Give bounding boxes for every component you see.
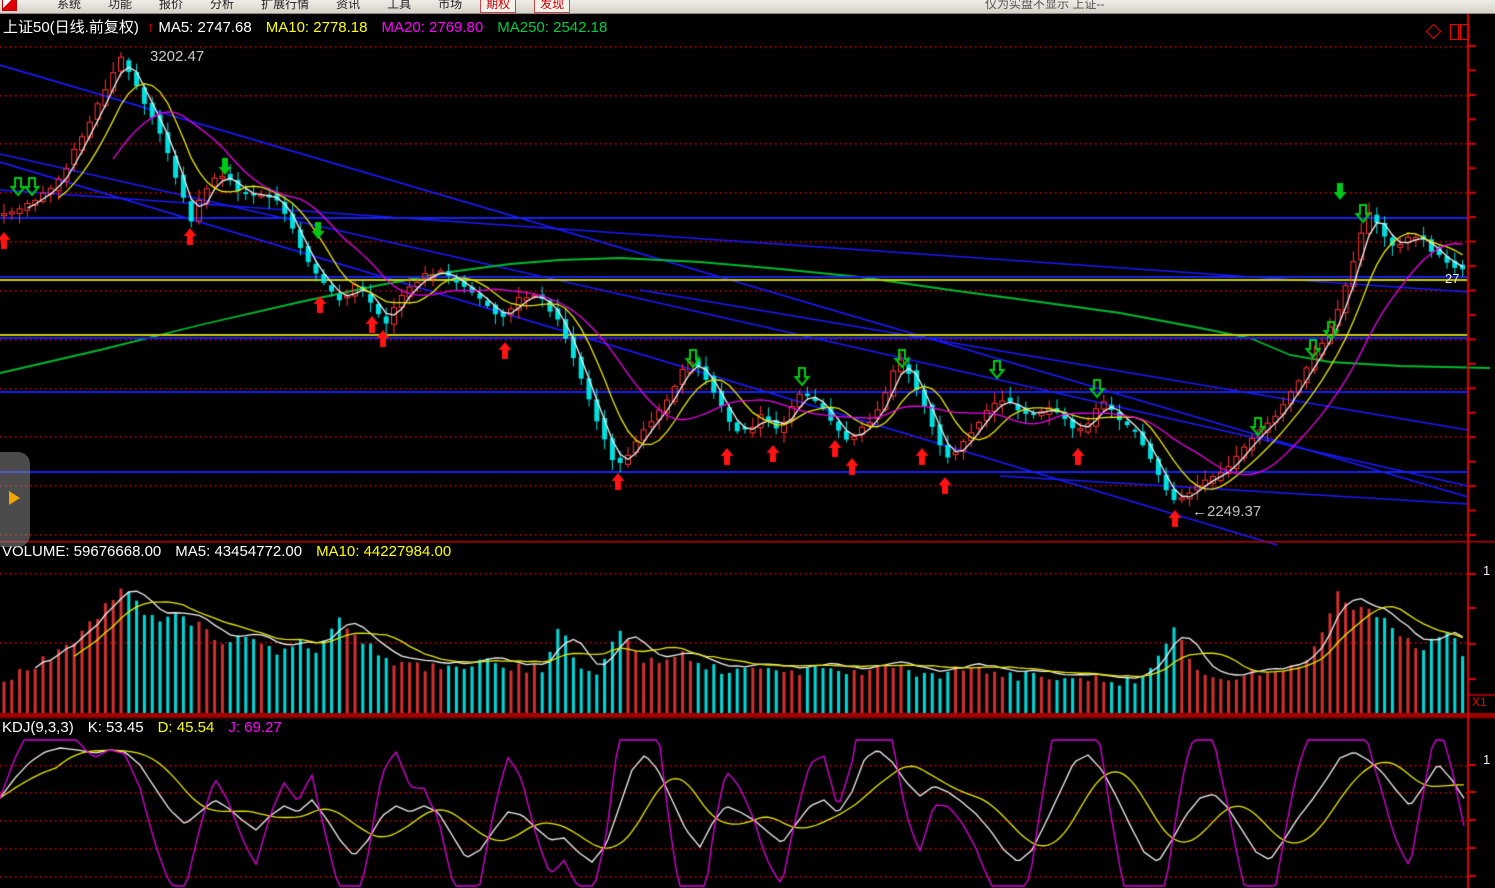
- menu-note: 仅为实盘不显示 上证--: [985, 0, 1105, 11]
- volume-value: VOLUME: 59676668.00: [2, 543, 162, 560]
- kdj-header: KDJ(9,3,3) K: 53.45 D: 45.54 J: 69.27: [2, 719, 296, 736]
- ma5-value: MA5: 2747.68: [158, 19, 252, 36]
- chart-corner-icons: [1425, 23, 1469, 42]
- kdj-d-value: D: 45.54: [157, 719, 215, 736]
- menu-item-system[interactable]: 系统: [57, 0, 82, 11]
- ma10-value: MA10: 2778.18: [265, 19, 368, 36]
- menu-item-analysis[interactable]: 分析: [210, 0, 235, 11]
- kdj-axis-label: 1: [1483, 752, 1491, 767]
- volume-multiplier-label: X1: [1472, 695, 1487, 709]
- ma20-value: MA20: 2769.80: [381, 19, 484, 36]
- menu-bar: 系统 功能 报价 分析 扩展行情 资讯 工具 市场 期权 发现 仅为实盘不显示 …: [0, 0, 1495, 14]
- menu-item-options[interactable]: 期权: [480, 0, 517, 13]
- ma250-value: MA250: 2542.18: [497, 19, 608, 36]
- trough-price-label: ←2249.37: [1192, 503, 1262, 520]
- buy-signal-icon: ↑: [146, 19, 155, 36]
- menu-item-extended-quotes[interactable]: 扩展行情: [261, 0, 310, 11]
- sidebar-expand-handle[interactable]: [0, 452, 30, 547]
- last-price-label: 27: [1445, 271, 1460, 286]
- window-split-icon[interactable]: [1450, 24, 1459, 40]
- menu-item-info[interactable]: 资讯: [336, 0, 361, 11]
- expand-arrow-icon: [9, 491, 20, 505]
- menu-item-quotes[interactable]: 报价: [159, 0, 184, 11]
- menu-item-function[interactable]: 功能: [108, 0, 133, 11]
- volume-ma5-value: MA5: 43454772.00: [175, 543, 303, 560]
- menu-item-market[interactable]: 市场: [438, 0, 463, 11]
- chart-title: 上证50(日线.前复权): [3, 19, 139, 36]
- kdj-name: KDJ(9,3,3): [2, 719, 74, 736]
- volume-header: VOLUME: 59676668.00 MA5: 43454772.00 MA10:…: [2, 543, 465, 560]
- kdj-k-value: K: 53.45: [87, 719, 144, 736]
- diamond-marker-icon[interactable]: [1425, 23, 1442, 40]
- volume-axis-label: 1: [1483, 563, 1491, 578]
- menu-item-discover[interactable]: 发现: [534, 0, 571, 13]
- app-icon[interactable]: [2, 0, 17, 11]
- volume-ma10-value: MA10: 44227984.00: [316, 543, 452, 560]
- kdj-j-value: J: 69.27: [228, 719, 282, 736]
- peak-price-label: 3202.47: [150, 48, 205, 65]
- menu-item-tools[interactable]: 工具: [387, 0, 412, 11]
- main-chart-header: 上证50(日线.前复权) ↑ MA5: 2747.68 MA10: 2778.18 MA…: [3, 16, 621, 37]
- window-split-icon[interactable]: [1460, 24, 1469, 40]
